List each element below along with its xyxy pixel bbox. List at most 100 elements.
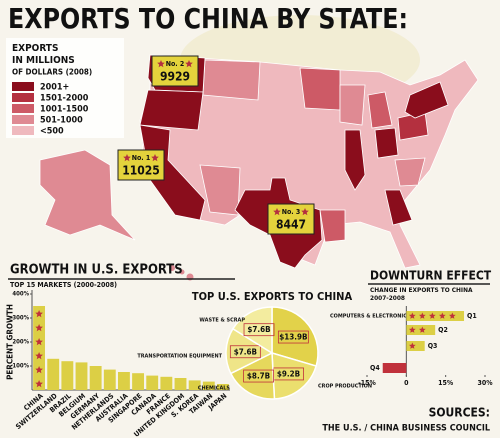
bar xyxy=(75,362,88,390)
state xyxy=(404,81,449,119)
bar xyxy=(174,378,187,390)
bar xyxy=(406,341,425,351)
value-label: $9.2B xyxy=(277,369,300,378)
star-icon xyxy=(35,352,43,360)
star-icon xyxy=(185,60,193,68)
y-tick-label: 300% xyxy=(12,315,29,322)
pie-slice xyxy=(271,306,319,367)
star-icon xyxy=(419,312,426,319)
value-label: $8.7B xyxy=(247,372,270,381)
star-icon xyxy=(439,312,446,319)
callout-value: 8447 xyxy=(276,218,306,232)
legend-label: 501-1000 xyxy=(40,116,83,126)
value-label: $7.6B xyxy=(234,347,257,356)
bar xyxy=(47,358,60,390)
y-tick-label: 200% xyxy=(12,339,29,346)
callout-value: 11025 xyxy=(122,164,160,178)
value-label-box xyxy=(243,323,275,337)
state xyxy=(339,84,366,126)
hawaii xyxy=(169,265,175,271)
state xyxy=(139,89,204,131)
state xyxy=(344,129,366,191)
alaska xyxy=(39,149,136,241)
legend-swatch xyxy=(12,126,34,135)
state xyxy=(374,127,399,159)
state xyxy=(394,157,426,187)
bar xyxy=(188,380,201,390)
star-icon xyxy=(449,312,456,319)
star-icon xyxy=(123,154,131,162)
pie-slice xyxy=(271,351,318,400)
star-icon xyxy=(35,338,43,346)
x-tick-label: 15% xyxy=(438,379,454,387)
bar xyxy=(89,366,102,390)
callout-rank: No. 2 xyxy=(166,60,185,68)
star-icon xyxy=(419,326,426,333)
star-icon xyxy=(35,380,43,388)
star-icon xyxy=(409,326,416,333)
state xyxy=(319,209,346,243)
title: EXPORTS TO CHINA BY STATE: xyxy=(8,2,408,35)
legend-label: 1501-2000 xyxy=(40,94,89,104)
star-icon xyxy=(409,342,416,349)
category-label: Q4 xyxy=(370,364,380,372)
chart-title: GROWTH IN U.S. EXPORTS xyxy=(10,263,183,278)
slice-label: CHEMICALS xyxy=(198,386,231,392)
state xyxy=(139,124,206,221)
callout-box xyxy=(117,149,165,181)
category-label: Q1 xyxy=(467,312,477,320)
legend-label: <500 xyxy=(40,127,64,137)
legend-title: OF DOLLARS (2008) xyxy=(12,68,92,77)
value-label: $13.9B xyxy=(279,333,307,342)
star-icon xyxy=(151,154,159,162)
value-label-box xyxy=(229,345,261,359)
pie-slice xyxy=(229,351,276,400)
y-tick-label: 100% xyxy=(12,363,29,370)
y-axis-label: PERCENT GROWTH xyxy=(6,304,15,380)
callout-value: 9929 xyxy=(160,70,190,84)
callout-box xyxy=(267,203,315,235)
star-icon xyxy=(157,60,165,68)
chart-title: TOP U.S. EXPORTS TO CHINA xyxy=(192,290,353,303)
callout-box xyxy=(151,55,199,87)
bar xyxy=(216,384,229,390)
callout-rank: No. 1 xyxy=(132,154,151,162)
legend-swatch xyxy=(12,104,34,113)
slice-label: CROP PRODUCTION xyxy=(318,384,372,390)
star-icon xyxy=(301,208,309,216)
x-tick-label: -15% xyxy=(358,379,376,387)
bar xyxy=(406,311,465,321)
star-icon xyxy=(35,324,43,332)
bar xyxy=(132,373,145,390)
chart-subtitle: CHANGE IN EXPORTS TO CHINA xyxy=(370,286,473,294)
x-tick-label: 0 xyxy=(404,379,409,387)
hawaii xyxy=(179,269,185,275)
star-icon xyxy=(35,366,43,374)
slice-label: COMPUTERS & ELECTRONICS xyxy=(330,314,411,320)
bar xyxy=(33,306,46,390)
legend-title: IN MILLIONS xyxy=(12,55,75,66)
bar xyxy=(117,372,130,390)
legend-label: 1001-1500 xyxy=(40,105,89,115)
star-icon xyxy=(35,310,43,318)
star-icon xyxy=(409,312,416,319)
bar xyxy=(382,363,407,373)
pie-slice xyxy=(225,327,274,375)
callout-rank: No. 3 xyxy=(282,208,301,216)
legend-swatch xyxy=(12,82,34,91)
bar xyxy=(160,376,173,390)
bar xyxy=(202,381,215,390)
pie-slice xyxy=(231,306,273,355)
bar xyxy=(103,369,116,390)
value-label-box xyxy=(243,369,274,383)
legend-swatch xyxy=(12,115,34,124)
bar xyxy=(61,361,74,390)
sources-label: SOURCES: xyxy=(429,406,490,420)
state xyxy=(299,67,341,111)
chart-subtitle: TOP 15 MARKETS (2000-2008) xyxy=(10,281,117,289)
state xyxy=(202,59,261,101)
slice-label: WASTE & SCRAP xyxy=(199,318,245,324)
legend-swatch xyxy=(12,93,34,102)
slice-label: TRANSPORTATION EQUIPMENT xyxy=(137,354,222,360)
